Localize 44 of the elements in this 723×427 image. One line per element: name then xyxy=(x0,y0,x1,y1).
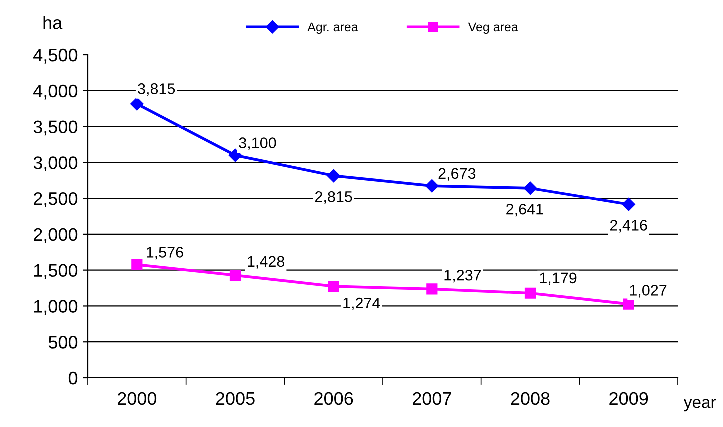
x-tick-label: 2007 xyxy=(412,392,452,406)
y-tick-label: 500 xyxy=(48,336,78,349)
x-axis-title: year xyxy=(684,399,716,412)
data-label: 2,815 xyxy=(315,191,352,204)
point xyxy=(426,284,438,295)
point xyxy=(622,198,636,212)
point xyxy=(524,288,536,299)
point xyxy=(426,180,439,193)
y-tick-label: 2,000 xyxy=(34,228,78,244)
y-tick-label: 1,500 xyxy=(34,264,78,280)
data-label: 1,027 xyxy=(630,285,667,298)
point xyxy=(230,270,242,282)
data-label: 1,274 xyxy=(344,298,380,311)
data-label: 2,416 xyxy=(610,220,648,233)
point xyxy=(130,98,144,111)
data-label: 1,237 xyxy=(444,270,482,283)
y-axis-title: ha xyxy=(44,16,63,30)
data-label: 1,576 xyxy=(146,247,184,260)
y-tick-label: 4,500 xyxy=(34,48,78,64)
y-tick-label: 0 xyxy=(68,372,78,385)
data-label: 1,179 xyxy=(540,272,577,286)
x-tick-label: 2000 xyxy=(118,392,157,406)
data-label: 1,428 xyxy=(248,256,285,269)
legend-label: Veg area xyxy=(468,22,518,34)
point xyxy=(132,259,143,270)
point xyxy=(623,298,634,310)
x-tick-label: 2009 xyxy=(610,392,648,406)
y-tick-label: 3,000 xyxy=(34,156,78,172)
y-tick-label: 3,500 xyxy=(34,120,78,136)
point xyxy=(228,148,242,162)
data-label: 3,100 xyxy=(239,138,276,150)
point xyxy=(328,281,340,292)
y-tick-label: 4,000 xyxy=(34,84,78,100)
y-tick-label: 1,000 xyxy=(34,300,78,316)
y-tick-label: 2,500 xyxy=(34,192,78,208)
legend-label: Agr. area xyxy=(308,22,358,34)
x-tick-label: 2006 xyxy=(314,392,354,406)
data-label: 2,673 xyxy=(438,168,476,181)
data-label: 2,641 xyxy=(506,204,544,217)
data-label: 3,815 xyxy=(138,84,176,96)
point xyxy=(524,182,538,196)
x-tick-label: 2008 xyxy=(511,392,550,406)
x-tick-label: 2005 xyxy=(216,392,255,406)
point xyxy=(327,169,340,183)
